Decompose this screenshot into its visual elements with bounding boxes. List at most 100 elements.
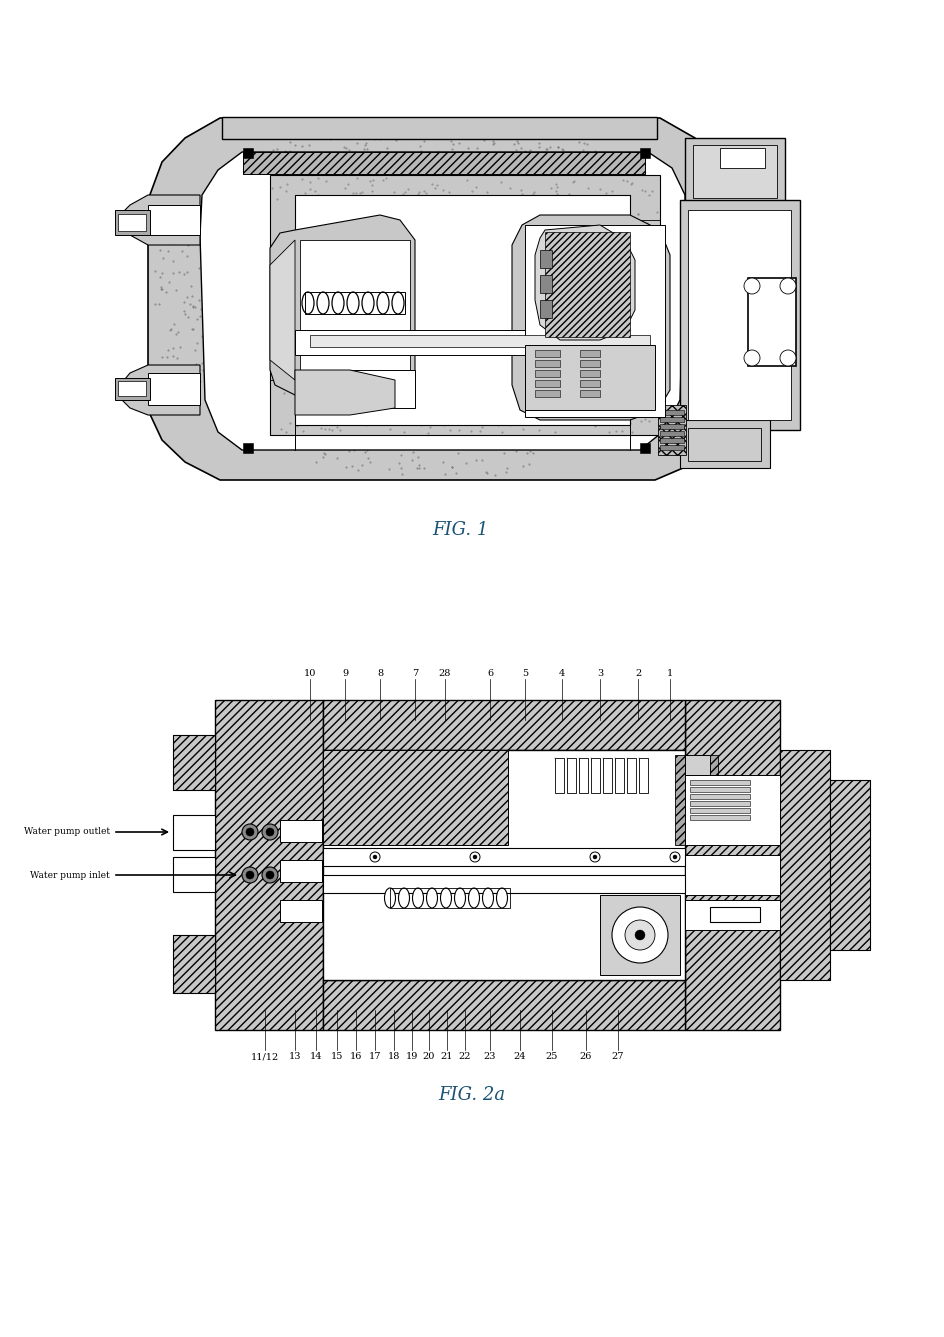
- Bar: [525, 345, 654, 410]
- Bar: [779, 750, 829, 980]
- Bar: [639, 443, 649, 453]
- Bar: [554, 758, 564, 793]
- Bar: [525, 225, 665, 417]
- Text: 6: 6: [486, 668, 493, 678]
- Text: 5: 5: [521, 668, 528, 678]
- Bar: [638, 758, 648, 793]
- Bar: [148, 373, 200, 405]
- Polygon shape: [512, 215, 669, 420]
- Bar: [602, 758, 612, 793]
- Ellipse shape: [413, 888, 423, 908]
- Bar: [687, 428, 760, 461]
- Bar: [279, 900, 322, 923]
- Bar: [689, 779, 750, 785]
- Circle shape: [242, 866, 258, 882]
- Ellipse shape: [454, 888, 465, 908]
- Bar: [299, 241, 410, 385]
- Circle shape: [370, 852, 379, 862]
- Bar: [829, 779, 869, 951]
- Ellipse shape: [302, 291, 313, 314]
- Bar: [684, 775, 779, 845]
- Bar: [305, 291, 405, 314]
- Bar: [687, 210, 790, 420]
- Bar: [323, 874, 684, 893]
- Bar: [118, 381, 145, 396]
- Bar: [295, 195, 630, 425]
- Circle shape: [265, 870, 274, 878]
- Text: 11/12: 11/12: [250, 1052, 278, 1062]
- Bar: [243, 152, 645, 174]
- Polygon shape: [295, 370, 395, 414]
- Ellipse shape: [384, 888, 396, 908]
- Bar: [680, 201, 800, 431]
- Text: Water pump outlet: Water pump outlet: [24, 828, 110, 837]
- Bar: [539, 299, 551, 318]
- Text: Water pump inlet: Water pump inlet: [30, 870, 110, 880]
- Bar: [534, 350, 560, 357]
- Bar: [534, 380, 560, 386]
- Bar: [580, 380, 599, 386]
- Bar: [580, 360, 599, 366]
- Text: 10: 10: [303, 668, 316, 678]
- Bar: [545, 233, 630, 337]
- Text: 17: 17: [368, 1052, 380, 1062]
- Bar: [534, 370, 560, 377]
- Bar: [689, 801, 750, 806]
- Bar: [639, 148, 649, 158]
- Bar: [829, 779, 869, 951]
- Text: 2: 2: [634, 668, 640, 678]
- Circle shape: [743, 278, 759, 294]
- Bar: [323, 701, 684, 750]
- Bar: [222, 118, 656, 139]
- Circle shape: [669, 852, 680, 862]
- Text: 15: 15: [330, 1052, 343, 1062]
- Bar: [689, 816, 750, 820]
- Text: 26: 26: [580, 1052, 592, 1062]
- Bar: [215, 701, 323, 1029]
- Ellipse shape: [331, 291, 344, 314]
- Bar: [323, 750, 508, 845]
- Bar: [626, 758, 635, 793]
- Text: 4: 4: [558, 668, 565, 678]
- Bar: [243, 152, 645, 174]
- Bar: [689, 808, 750, 813]
- Bar: [539, 275, 551, 293]
- Bar: [680, 420, 769, 468]
- Bar: [580, 350, 599, 357]
- Bar: [323, 750, 684, 980]
- Bar: [659, 431, 683, 436]
- Circle shape: [245, 828, 254, 836]
- Bar: [684, 138, 784, 206]
- Bar: [674, 755, 684, 845]
- Circle shape: [612, 906, 667, 963]
- Text: FIG. 1: FIG. 1: [431, 521, 488, 539]
- Bar: [689, 787, 750, 792]
- Polygon shape: [120, 365, 200, 414]
- Circle shape: [373, 854, 377, 858]
- Polygon shape: [148, 118, 729, 480]
- Text: 3: 3: [597, 668, 602, 678]
- Circle shape: [672, 854, 676, 858]
- Bar: [243, 443, 253, 453]
- Text: 23: 23: [483, 1052, 496, 1062]
- Circle shape: [261, 824, 278, 840]
- Text: 20: 20: [422, 1052, 435, 1062]
- Circle shape: [261, 866, 278, 882]
- Circle shape: [779, 278, 795, 294]
- Bar: [173, 735, 215, 790]
- Text: 7: 7: [412, 668, 417, 678]
- Ellipse shape: [426, 888, 437, 908]
- Bar: [173, 935, 215, 993]
- Polygon shape: [120, 195, 200, 245]
- Ellipse shape: [468, 888, 479, 908]
- Circle shape: [245, 870, 254, 878]
- Circle shape: [469, 852, 480, 862]
- Text: 27: 27: [611, 1052, 624, 1062]
- Circle shape: [593, 854, 597, 858]
- Bar: [659, 445, 683, 451]
- Bar: [659, 424, 683, 429]
- Circle shape: [265, 828, 274, 836]
- Bar: [659, 439, 683, 443]
- Ellipse shape: [346, 291, 359, 314]
- Bar: [779, 750, 829, 980]
